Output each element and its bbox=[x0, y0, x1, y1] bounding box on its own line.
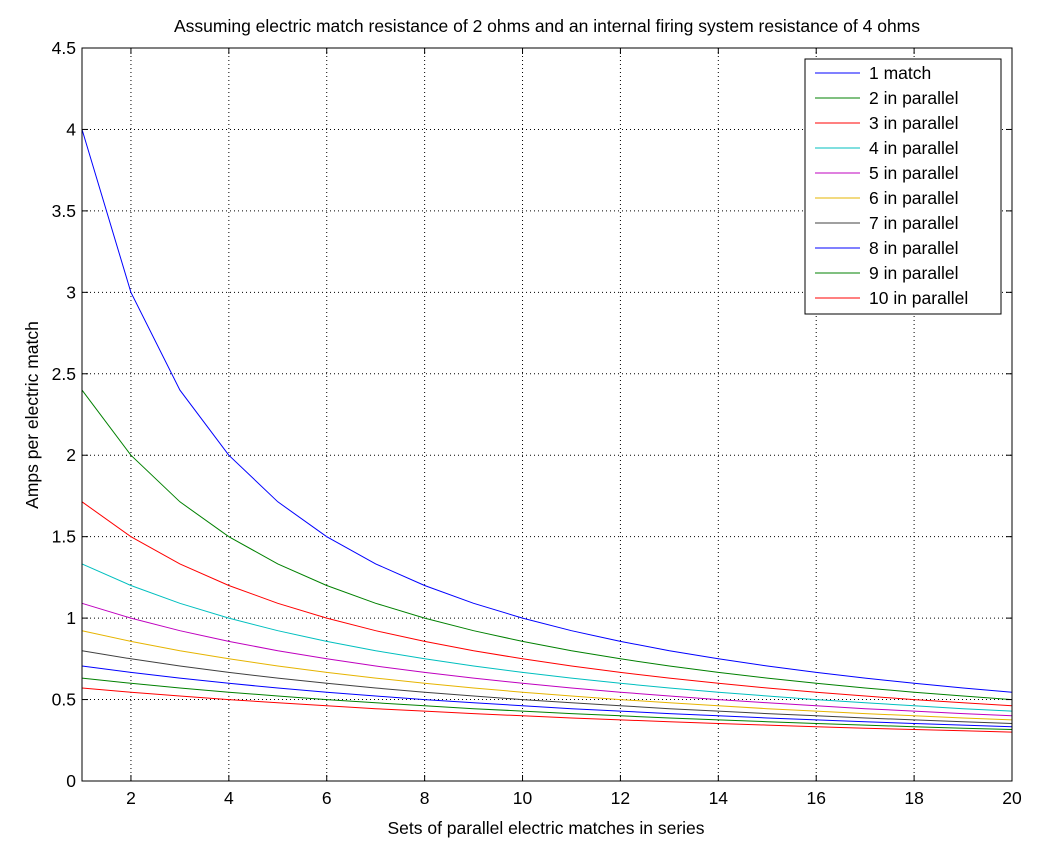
y-tick-label: 2.5 bbox=[52, 364, 76, 384]
x-tick-label: 2 bbox=[126, 788, 136, 808]
series-line-7 bbox=[81, 650, 1013, 724]
series-line-9 bbox=[81, 677, 1013, 730]
y-tick-label: 4.5 bbox=[52, 38, 76, 58]
y-tick-label: 4 bbox=[66, 119, 76, 139]
legend-entry-label: 8 in parallel bbox=[869, 238, 959, 258]
y-axis-label: Amps per electric match bbox=[22, 321, 42, 509]
x-tick-label: 18 bbox=[904, 788, 923, 808]
legend-entry-label: 9 in parallel bbox=[869, 263, 959, 283]
series-line-10 bbox=[81, 687, 1013, 733]
legend-entry-label: 2 in parallel bbox=[869, 88, 959, 108]
legend-entry-label: 7 in parallel bbox=[869, 213, 959, 233]
series-line-4 bbox=[81, 563, 1013, 712]
series-line-6 bbox=[81, 630, 1013, 721]
y-tick-label: 1 bbox=[66, 608, 76, 628]
series-line-5 bbox=[81, 602, 1013, 717]
series-line-1 bbox=[81, 129, 1013, 693]
y-tick-label: 1.5 bbox=[52, 527, 76, 547]
legend-entry-label: 6 in parallel bbox=[869, 188, 959, 208]
x-tick-label: 8 bbox=[420, 788, 430, 808]
x-tick-label: 16 bbox=[806, 788, 825, 808]
legend-entry-label: 1 match bbox=[869, 63, 931, 83]
axis-ticks: 2 4 6 8 10 12 14 16 18 20 0 0.5 1 1.5 2 2.5 3 3.5 4 4.5 bbox=[52, 38, 1022, 808]
series-line-8 bbox=[81, 665, 1013, 728]
grid bbox=[82, 48, 1012, 781]
legend-entry-label: 10 in parallel bbox=[869, 288, 968, 308]
x-tick-label: 20 bbox=[1002, 788, 1022, 808]
axes-frame bbox=[81, 47, 1013, 782]
legend: 1 match 2 in parallel 3 in parallel 4 in pa… bbox=[804, 58, 1002, 315]
x-tick-label: 12 bbox=[611, 788, 630, 808]
y-tick-label: 3.5 bbox=[52, 201, 76, 221]
legend-entry-label: 3 in parallel bbox=[869, 113, 959, 133]
x-tick-label: 14 bbox=[709, 788, 729, 808]
legend-entry-label: 5 in parallel bbox=[869, 163, 959, 183]
series-lines bbox=[81, 129, 1013, 733]
y-tick-label: 3 bbox=[66, 282, 76, 302]
series-line-2 bbox=[81, 389, 1013, 701]
y-tick-label: 2 bbox=[66, 445, 76, 465]
legend-box bbox=[804, 58, 1002, 315]
y-tick-label: 0.5 bbox=[52, 690, 76, 710]
x-tick-label: 6 bbox=[322, 788, 332, 808]
series-line-3 bbox=[81, 501, 1013, 707]
chart-title: Assuming electric match resistance of 2 … bbox=[174, 16, 920, 36]
x-tick-label: 4 bbox=[224, 788, 234, 808]
x-tick-label: 10 bbox=[513, 788, 533, 808]
legend-entry-label: 4 in parallel bbox=[869, 138, 959, 158]
y-tick-label: 0 bbox=[66, 771, 76, 791]
x-axis-label: Sets of parallel electric matches in ser… bbox=[387, 818, 704, 838]
